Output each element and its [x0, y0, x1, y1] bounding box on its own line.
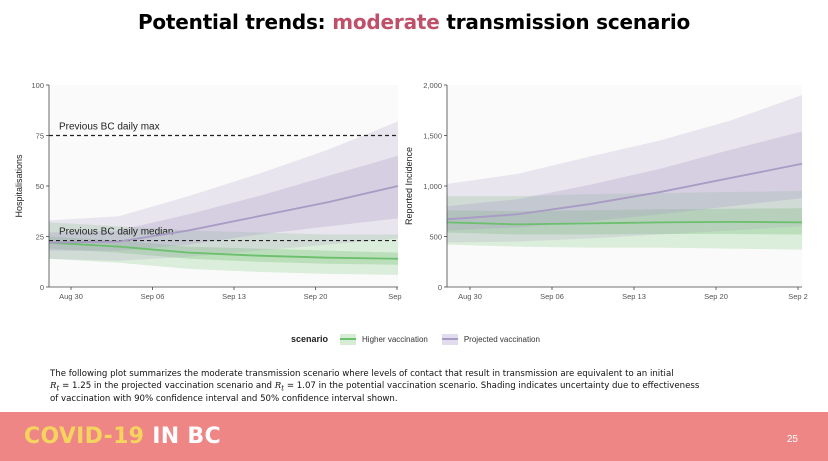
- x-tick-label: Sep 13: [222, 292, 246, 301]
- band-ci90-projected-vaccination: [49, 121, 398, 261]
- band-ci50-projected-vaccination: [447, 131, 802, 231]
- band-ci50-higher-vaccination: [447, 208, 802, 235]
- legend-label-higher: Higher vaccination: [362, 334, 428, 344]
- hospitalisations-chart: Previous BC daily max Previous BC daily m…: [14, 81, 404, 301]
- x-tick-label: Aug 30: [59, 292, 83, 301]
- y-tick-label: 100: [31, 81, 44, 90]
- x-tick-label: Sep 20: [304, 292, 328, 301]
- reported-incidence-chart: 0 500 1,000 1,500 2,000 Aug 30 Sep 06 Sep 13 Sep…: [404, 81, 808, 301]
- title-suffix: transmission scenario: [439, 10, 691, 34]
- y-tick-label: 500: [429, 233, 442, 242]
- y-tick-label: 2,000: [423, 81, 442, 90]
- reference-label-0: Previous BC daily max: [59, 122, 160, 133]
- x-tick-label: Sep 06: [141, 292, 165, 301]
- x-tick-label: Aug 30: [458, 292, 482, 301]
- band-ci90-higher-vaccination: [447, 191, 802, 250]
- y-tick-label: 25: [36, 233, 44, 242]
- y-axis-label: Reported Incidence: [404, 147, 414, 225]
- y-tick-label: 1,500: [423, 132, 442, 141]
- series-line-higher-vaccination: [48, 241, 399, 260]
- caption-line-1: The following plot summarizes the modera…: [50, 369, 674, 379]
- legend-item-projected: Projected vaccination: [441, 333, 540, 345]
- legend-title: scenario: [291, 334, 329, 344]
- caption-line-2: Rt = 1.25 in the projected vaccination s…: [50, 380, 700, 393]
- legend-swatch-projected: [441, 333, 458, 345]
- y-tick-label: 0: [40, 283, 44, 292]
- y-tick-label: 0: [438, 283, 442, 292]
- slide-title: Potential trends: moderate transmission …: [0, 10, 828, 34]
- legend-label-projected: Projected vaccination: [463, 334, 540, 344]
- brand-logo: COVID-19 IN BC: [24, 424, 221, 449]
- chart-legend: scenario Higher vaccination Projected va…: [291, 331, 554, 347]
- x-tick-label: Sep 13: [622, 292, 646, 301]
- y-tick-label: 1,000: [423, 182, 442, 191]
- page-number: 25: [786, 434, 798, 445]
- reference-label-1: Previous BC daily median: [59, 227, 174, 238]
- legend-item-higher: Higher vaccination: [340, 333, 428, 345]
- x-tick-label: Sep 20: [704, 292, 728, 301]
- legend-swatch-higher: [340, 333, 357, 345]
- footer-banner: COVID-19 IN BC 25: [0, 412, 828, 461]
- series-line-projected-vaccination: [446, 162, 803, 221]
- caption: The following plot summarizes the modera…: [50, 369, 790, 405]
- plot-panel: [447, 85, 802, 287]
- caption-line-3: of vaccination with 90% confidence inter…: [50, 393, 398, 404]
- band-ci90-higher-vaccination: [49, 222, 398, 275]
- caption-r-symbol: Rt: [50, 380, 60, 393]
- band-ci50-projected-vaccination: [49, 155, 398, 251]
- x-tick-label: Sep :: [388, 292, 404, 301]
- caption-r-symbol-2: Rt: [274, 380, 285, 393]
- x-tick-label: Sep 2: [788, 292, 808, 301]
- y-axis-label: Hospitalisations: [14, 154, 24, 218]
- x-tick-label: Sep 06: [540, 292, 564, 301]
- series-line-higher-vaccination: [446, 220, 803, 226]
- series-line-projected-vaccination: [48, 185, 399, 244]
- title-accent: moderate: [332, 10, 440, 34]
- y-tick-label: 75: [36, 132, 44, 141]
- band-ci90-projected-vaccination: [447, 95, 802, 243]
- y-tick-label: 50: [36, 182, 44, 191]
- title-prefix: Potential trends:: [137, 10, 333, 34]
